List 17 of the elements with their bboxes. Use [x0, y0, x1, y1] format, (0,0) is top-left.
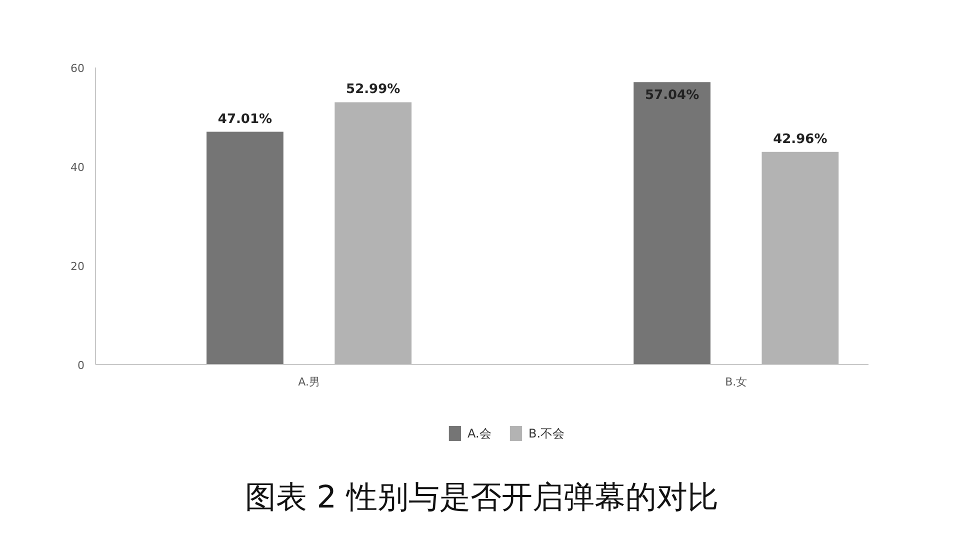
- bar: [762, 152, 839, 364]
- legend-label: B.不会: [528, 426, 565, 440]
- data-label: 47.01%: [218, 112, 272, 127]
- data-label: 52.99%: [346, 82, 400, 98]
- x-tick-label: A.男: [298, 376, 320, 388]
- y-tick-label: 0: [78, 359, 84, 372]
- data-label: 57.04%: [644, 88, 700, 104]
- x-tick-label: B.女: [725, 376, 748, 388]
- bar: [634, 82, 710, 364]
- bar: [334, 102, 412, 364]
- y-tick-label: 40: [70, 161, 85, 174]
- bar: [206, 132, 284, 364]
- data-label: 42.96%: [773, 132, 828, 147]
- legend-label: A.会: [468, 426, 492, 440]
- text: 图表 2 性别与是否开启弹幕的对比: [244, 480, 718, 516]
- y-tick-label: 20: [70, 260, 85, 273]
- y-tick-label: 60: [70, 62, 85, 75]
